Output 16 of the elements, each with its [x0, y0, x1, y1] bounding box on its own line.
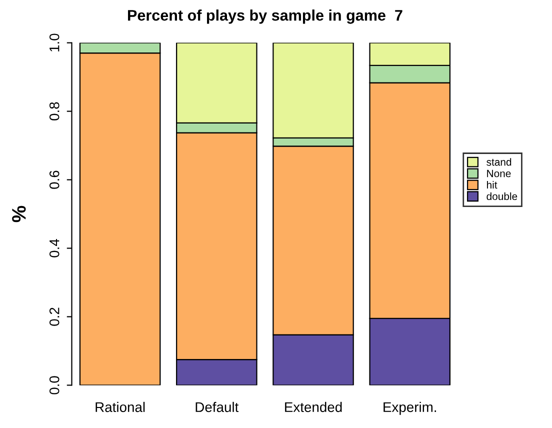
y-tick-label: 0.8: [49, 102, 60, 120]
x-tick-label: Extended: [285, 402, 342, 412]
x-tick-label: Rational: [96, 402, 145, 412]
y-tick-label: 0.4: [49, 238, 60, 258]
x-tick-label: Experim.: [384, 402, 436, 415]
legend-label: None: [487, 170, 511, 178]
y-tick-label: 0.6: [49, 170, 60, 189]
legend-label: hit: [487, 180, 498, 189]
y-tick-label: 0.0: [49, 376, 60, 394]
y-tick-label: 0.2: [49, 308, 60, 326]
y-axis-title: %: [12, 206, 26, 222]
legend-label: double: [486, 192, 518, 200]
chart-title: Percent of plays by sample in game 7: [128, 10, 402, 24]
legend-label: stand: [486, 158, 512, 166]
y-tick-label: 1.0: [49, 34, 60, 52]
x-tick-label: Default: [196, 402, 239, 412]
